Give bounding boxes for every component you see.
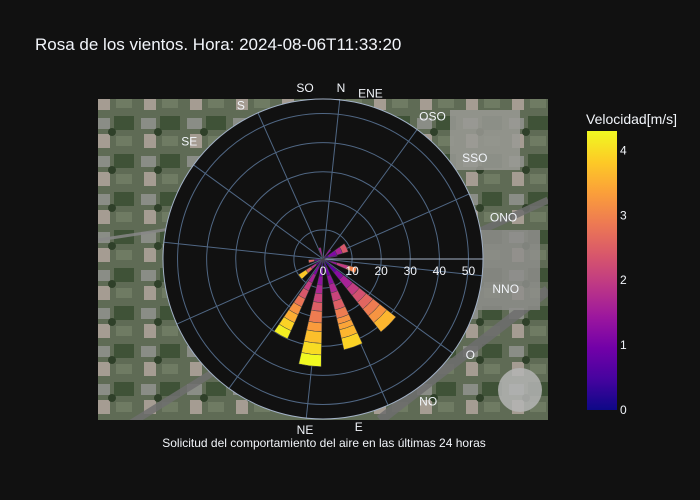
angular-gridline — [193, 164, 324, 260]
radial-tick-label: 20 — [375, 264, 389, 278]
angular-axis-labels: N NE E NO O NNO ONO SSO OSO ENE SO S SE — [181, 81, 519, 437]
wind-rose-bars — [273, 243, 397, 367]
colorbar-gradient — [587, 131, 617, 410]
colorbar-tick-label: 2 — [620, 273, 627, 287]
angular-label: N — [337, 81, 346, 95]
angular-gridline — [176, 258, 324, 325]
radial-tick-label: 40 — [433, 264, 447, 278]
colorbar-tick-label: 0 — [620, 403, 627, 417]
angular-label: NE — [297, 423, 314, 437]
wind-bar-segment-9-1 — [308, 259, 315, 264]
colorbar: Velocidad[m/s] 0 1 2 3 4 — [586, 111, 677, 417]
wind-bar-segment-4-3 — [346, 265, 358, 274]
wind-bar-segment-1-6 — [308, 309, 323, 324]
wind-bar-segment-8-0 — [318, 247, 324, 260]
wind-bar-segment-1-5 — [310, 301, 323, 312]
angular-label: NO — [419, 395, 437, 409]
angular-gridline — [322, 193, 470, 260]
angular-gridline — [322, 258, 483, 277]
chart-title: Rosa de los vientos. Hora: 2024-08-06T11… — [35, 35, 401, 54]
angular-label: ENE — [358, 87, 383, 101]
colorbar-tick-label: 4 — [620, 143, 627, 157]
wind-bar-segment-2-10 — [341, 332, 363, 351]
wind-bar-segment-1-8 — [303, 329, 322, 344]
colorbar-tick-label: 3 — [620, 208, 627, 222]
angular-label: SO — [296, 81, 313, 95]
wind-bar-segment-1-9 — [301, 340, 322, 356]
wind-bar-segment-1-10 — [298, 352, 322, 367]
angular-label: ONO — [490, 210, 517, 224]
angular-gridline — [228, 258, 324, 389]
angular-gridline — [257, 112, 324, 260]
angular-label: NNO — [492, 282, 519, 296]
colorbar-tick-label: 1 — [620, 338, 627, 352]
angular-label: SE — [181, 135, 197, 149]
wind-bar-segment-6-3 — [339, 243, 349, 254]
angular-gridline — [163, 241, 324, 260]
angular-label: S — [237, 99, 245, 113]
wind-bar-segment-7-0 — [322, 248, 332, 260]
wind-bar-segment-1-4 — [312, 292, 323, 303]
angular-gridline — [322, 129, 418, 260]
angular-label: O — [466, 348, 475, 362]
wind-bar-segment-3-9 — [373, 309, 397, 333]
angular-gridline — [322, 258, 453, 354]
polar-outline — [162, 98, 484, 420]
angular-label: E — [355, 420, 363, 434]
angular-label: SSO — [462, 151, 487, 165]
wind-bar-segment-0-9 — [273, 323, 292, 340]
radial-tick-label: 10 — [345, 264, 359, 278]
radial-axis-ticks: 0 10 20 30 40 50 — [320, 264, 476, 278]
chart-annotation: Solicitud del comportamiento del aire en… — [162, 436, 486, 450]
radial-tick-label: 30 — [404, 264, 418, 278]
angular-gridline — [322, 99, 341, 260]
colorbar-title: Velocidad[m/s] — [586, 111, 677, 127]
radial-tick-label: 0 — [320, 264, 327, 278]
angular-label: OSO — [419, 109, 446, 123]
radial-tick-label: 50 — [462, 264, 476, 278]
wind-bar-segment-10-3 — [298, 269, 309, 280]
